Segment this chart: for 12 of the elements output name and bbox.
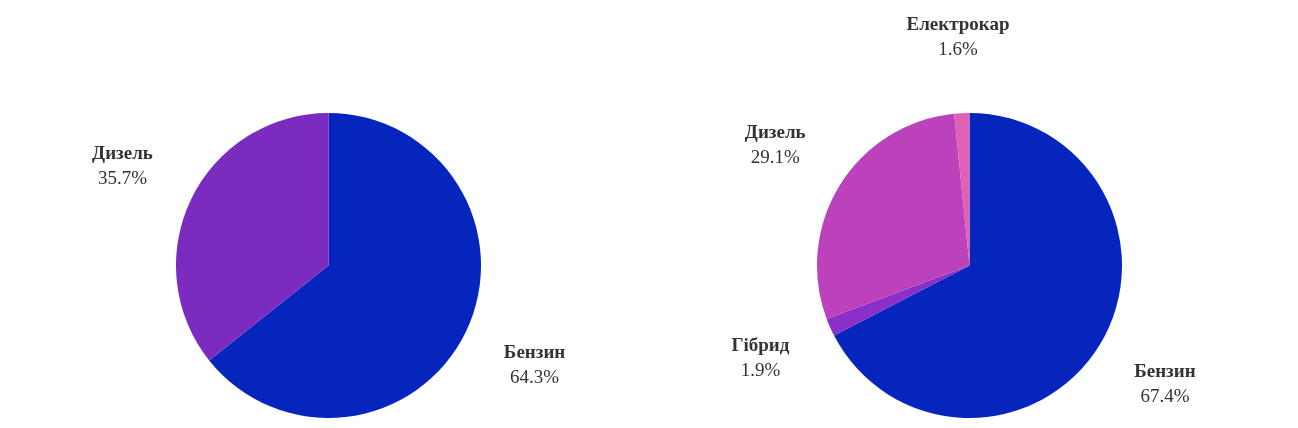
slice-label: Бензин — [503, 340, 566, 362]
slice-label: Дизель — [92, 142, 153, 164]
data-label: 1.6% — [938, 38, 978, 60]
data-label: 67.4% — [1140, 385, 1190, 407]
data-label: 64.3% — [510, 365, 560, 387]
data-label: 35.7% — [97, 167, 148, 189]
slice-label: Дизель — [744, 120, 806, 142]
slice-label: Бензин — [1134, 360, 1196, 382]
data-label: 29.1% — [750, 145, 800, 167]
data-label: 1.9% — [740, 359, 781, 381]
slice-label: Гібрид — [731, 334, 790, 356]
slice-label: Електрокар — [906, 12, 1010, 34]
